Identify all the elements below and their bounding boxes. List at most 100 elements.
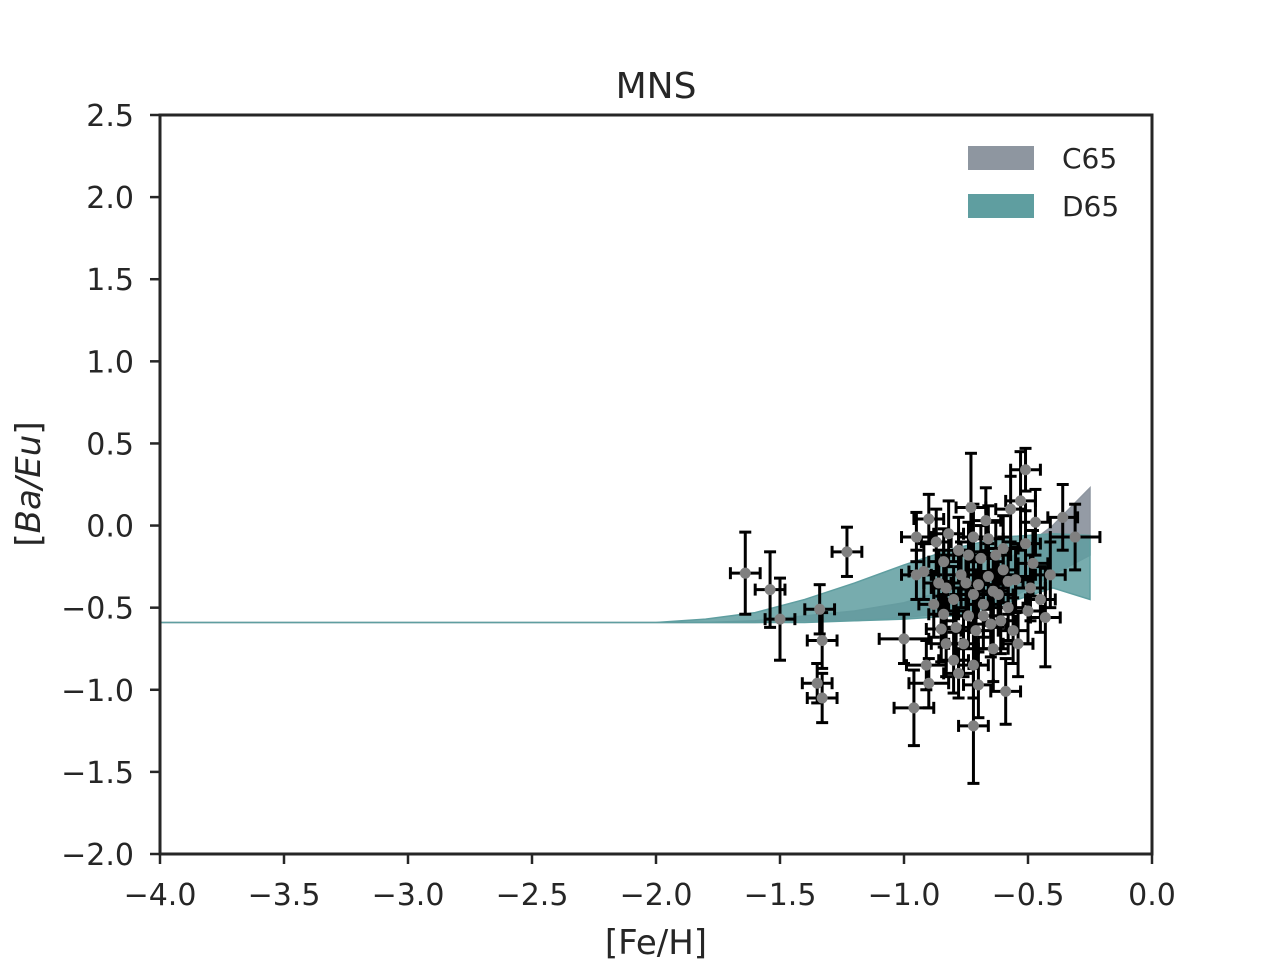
legend: C65 D65 [968, 142, 1119, 223]
scatter-marker [972, 679, 984, 691]
scatter-marker [908, 702, 920, 714]
scatter-marker [764, 584, 776, 596]
scatter-marker [980, 515, 992, 527]
y-tick-label: −1.0 [61, 674, 134, 709]
scatter-marker [938, 608, 950, 620]
scatter-marker [923, 677, 935, 689]
y-tick-label: 0.5 [86, 427, 134, 462]
scatter-marker [967, 659, 979, 671]
scatter-marker [958, 638, 970, 650]
scatter-marker [967, 589, 979, 601]
scatter-marker [923, 513, 935, 525]
scatter-marker [1012, 638, 1024, 650]
scatter-marker [928, 598, 940, 610]
scatter-marker [816, 692, 828, 704]
legend-label-d65: D65 [1062, 190, 1119, 223]
scatter-marker [977, 598, 989, 610]
scatter-marker [960, 577, 972, 589]
legend-swatch-c65 [968, 146, 1034, 170]
scatter-marker [987, 643, 999, 655]
scatter-marker [948, 654, 960, 666]
chart-title: MNS [616, 66, 697, 107]
y-axis: −2.0 −1.5 −1.0 −0.5 0.0 0.5 1.0 1.5 2.0 2.5 [61, 99, 160, 873]
scatter-marker [1002, 575, 1014, 587]
scatter-marker [1000, 685, 1012, 697]
x-tick-label: −1.0 [868, 878, 941, 913]
scatter-marker [1024, 582, 1036, 594]
scatter-marker [1039, 612, 1051, 624]
y-tick-label: 1.5 [86, 263, 134, 298]
scatter-marker [982, 533, 994, 545]
y-tick-label: 1.0 [86, 345, 134, 380]
scatter-marker [982, 570, 994, 582]
scatter-marker [1007, 625, 1019, 637]
scatter-marker [920, 659, 932, 671]
scatter-marker [990, 549, 1002, 561]
scatter-marker [1034, 593, 1046, 605]
scatter-marker [930, 536, 942, 548]
scatter-marker [1044, 569, 1056, 581]
x-tick-label: −1.5 [744, 878, 817, 913]
scatter-marker [1005, 503, 1017, 515]
scatter-marker [811, 677, 823, 689]
scatter-marker [1057, 511, 1069, 523]
scatter-marker [962, 610, 974, 622]
legend-swatch-d65 [968, 194, 1034, 218]
scatter-marker [1020, 538, 1032, 550]
scatter-marker [987, 585, 999, 597]
scatter-marker [1029, 516, 1041, 528]
scatter-marker [953, 544, 965, 556]
scatter-marker [967, 531, 979, 543]
scatter-marker [1002, 602, 1014, 614]
scatter-marker [953, 667, 965, 679]
x-tick-label: −4.0 [124, 878, 197, 913]
y-tick-label: −2.0 [61, 838, 134, 873]
y-tick-label: 2.0 [86, 181, 134, 216]
x-tick-label: −2.0 [620, 878, 693, 913]
scatter-marker [1027, 557, 1039, 569]
scatter-marker [948, 593, 960, 605]
x-tick-label: −3.5 [248, 878, 321, 913]
scatter-marker [910, 531, 922, 543]
y-tick-label: 2.5 [86, 99, 134, 134]
scatter-marker [985, 618, 997, 630]
scatter-marker [940, 638, 952, 650]
scatter-marker [935, 623, 947, 635]
scatter-marker [962, 549, 974, 561]
scatter-marker [1022, 605, 1034, 617]
scatter-marker [950, 621, 962, 633]
scatter-marker [975, 552, 987, 564]
x-tick-label: −3.0 [372, 878, 445, 913]
scatter-marker [955, 569, 967, 581]
plot-area [160, 446, 1102, 785]
scatter-marker [965, 501, 977, 513]
scatter-marker [841, 546, 853, 558]
y-tick-label: −1.5 [61, 756, 134, 791]
x-axis-title: [Fe/H] [605, 923, 707, 960]
scatter-marker [739, 567, 751, 579]
scatter-marker [995, 615, 1007, 627]
scatter-marker [977, 610, 989, 622]
y-tick-label: 0.0 [86, 510, 134, 545]
scatter-marker [970, 625, 982, 637]
scatter-marker [933, 577, 945, 589]
x-tick-label: −0.5 [992, 878, 1065, 913]
y-axis-title: [Ba/Eu] [9, 421, 49, 546]
legend-label-c65: C65 [1062, 142, 1117, 175]
data-point [763, 576, 797, 662]
scatter-marker [816, 635, 828, 647]
scatter-marker [972, 579, 984, 591]
scatter-marker [898, 633, 910, 645]
scatter-marker [943, 528, 955, 540]
scatter-marker [938, 556, 950, 568]
x-tick-label: 0.0 [1128, 878, 1176, 913]
x-axis: −4.0 −3.5 −3.0 −2.5 −2.0 −1.5 −1.0 −0.5 0.0 [124, 854, 1176, 913]
band-d65 [160, 533, 1091, 624]
x-tick-label: −2.5 [496, 878, 569, 913]
scatter-marker [967, 720, 979, 732]
scatter-marker [1015, 495, 1027, 507]
scatter-marker [1020, 464, 1032, 476]
scatter-marker [814, 603, 826, 615]
